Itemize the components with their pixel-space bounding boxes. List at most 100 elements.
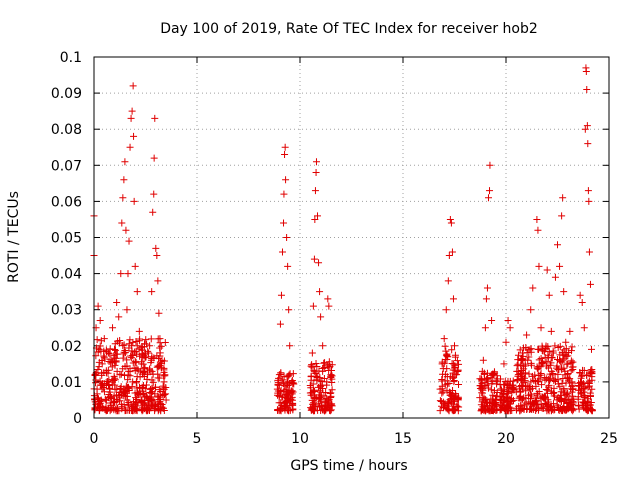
data-point bbox=[326, 406, 334, 414]
data-point bbox=[518, 377, 526, 385]
data-point bbox=[142, 336, 150, 344]
data-point bbox=[323, 378, 331, 386]
data-point bbox=[532, 394, 540, 402]
data-point bbox=[283, 391, 291, 399]
data-point bbox=[490, 371, 498, 379]
data-point bbox=[438, 360, 446, 368]
data-point bbox=[556, 395, 564, 403]
data-point bbox=[488, 317, 496, 325]
data-point bbox=[144, 371, 152, 379]
data-point bbox=[146, 395, 154, 403]
data-point bbox=[443, 405, 451, 413]
data-point bbox=[139, 399, 147, 407]
data-point bbox=[132, 358, 140, 366]
data-point bbox=[539, 359, 547, 367]
data-point bbox=[562, 395, 570, 403]
data-point bbox=[480, 394, 488, 402]
data-point bbox=[306, 382, 314, 390]
data-point bbox=[102, 403, 110, 411]
data-point bbox=[137, 360, 145, 368]
data-point bbox=[91, 406, 99, 414]
data-point bbox=[114, 337, 122, 345]
data-point bbox=[445, 252, 453, 260]
data-point bbox=[441, 381, 449, 389]
data-point bbox=[324, 295, 332, 303]
data-point bbox=[135, 327, 143, 335]
data-point bbox=[539, 344, 547, 352]
data-point bbox=[533, 389, 541, 397]
y-tick-label: 0.09 bbox=[51, 86, 82, 102]
data-point bbox=[92, 370, 100, 378]
data-point bbox=[288, 378, 296, 386]
data-point bbox=[312, 169, 320, 177]
data-point bbox=[531, 399, 539, 407]
data-point bbox=[533, 215, 541, 223]
data-point bbox=[93, 336, 101, 344]
data-point bbox=[111, 346, 119, 354]
data-point bbox=[584, 187, 592, 195]
data-point bbox=[554, 241, 561, 249]
data-point bbox=[107, 405, 115, 413]
data-point bbox=[317, 313, 325, 321]
data-point bbox=[280, 219, 288, 227]
data-point bbox=[117, 370, 125, 378]
data-point bbox=[564, 360, 572, 368]
data-point bbox=[588, 368, 596, 376]
data-point bbox=[113, 350, 121, 358]
data-point bbox=[446, 396, 454, 404]
data-point bbox=[104, 349, 112, 357]
data-point bbox=[537, 354, 545, 362]
data-point bbox=[449, 295, 457, 303]
data-point bbox=[285, 371, 293, 379]
data-point bbox=[312, 370, 320, 378]
data-point bbox=[275, 399, 283, 407]
data-point bbox=[320, 359, 328, 367]
data-point bbox=[124, 270, 132, 278]
data-point bbox=[147, 389, 155, 397]
data-point bbox=[133, 342, 141, 350]
data-point bbox=[124, 376, 132, 384]
data-point bbox=[128, 347, 136, 355]
data-point bbox=[94, 366, 102, 374]
data-point bbox=[534, 391, 542, 399]
data-point bbox=[441, 401, 449, 409]
data-point bbox=[578, 298, 586, 306]
data-point bbox=[118, 219, 126, 227]
data-point bbox=[522, 343, 530, 351]
data-point bbox=[113, 298, 121, 306]
data-point bbox=[93, 385, 101, 393]
data-point bbox=[154, 277, 162, 285]
data-point bbox=[575, 402, 583, 410]
data-point bbox=[120, 341, 128, 349]
data-point bbox=[96, 317, 104, 325]
data-point bbox=[126, 143, 134, 151]
data-point bbox=[282, 397, 290, 405]
data-point bbox=[154, 370, 162, 378]
data-point bbox=[328, 386, 336, 394]
data-point bbox=[444, 277, 452, 285]
y-tick-label: 0.1 bbox=[60, 50, 82, 66]
data-point bbox=[134, 390, 142, 398]
data-point bbox=[436, 407, 444, 415]
data-point bbox=[146, 389, 154, 397]
data-point bbox=[308, 361, 316, 369]
data-point bbox=[545, 291, 553, 299]
data-point bbox=[134, 389, 142, 397]
data-point bbox=[584, 398, 592, 406]
data-point bbox=[517, 381, 525, 389]
y-tick-label: 0.06 bbox=[51, 194, 82, 210]
y-tick-label: 0.01 bbox=[51, 375, 82, 391]
data-point bbox=[149, 208, 157, 216]
data-point bbox=[518, 349, 526, 357]
data-point bbox=[314, 212, 322, 220]
data-point bbox=[128, 107, 136, 115]
data-point bbox=[288, 376, 296, 384]
data-point bbox=[131, 262, 139, 270]
data-point bbox=[311, 187, 319, 195]
data-point bbox=[274, 376, 282, 384]
data-point bbox=[454, 407, 462, 415]
data-point bbox=[117, 385, 125, 393]
data-point bbox=[130, 398, 138, 406]
data-point bbox=[483, 381, 491, 389]
data-point bbox=[155, 405, 163, 413]
